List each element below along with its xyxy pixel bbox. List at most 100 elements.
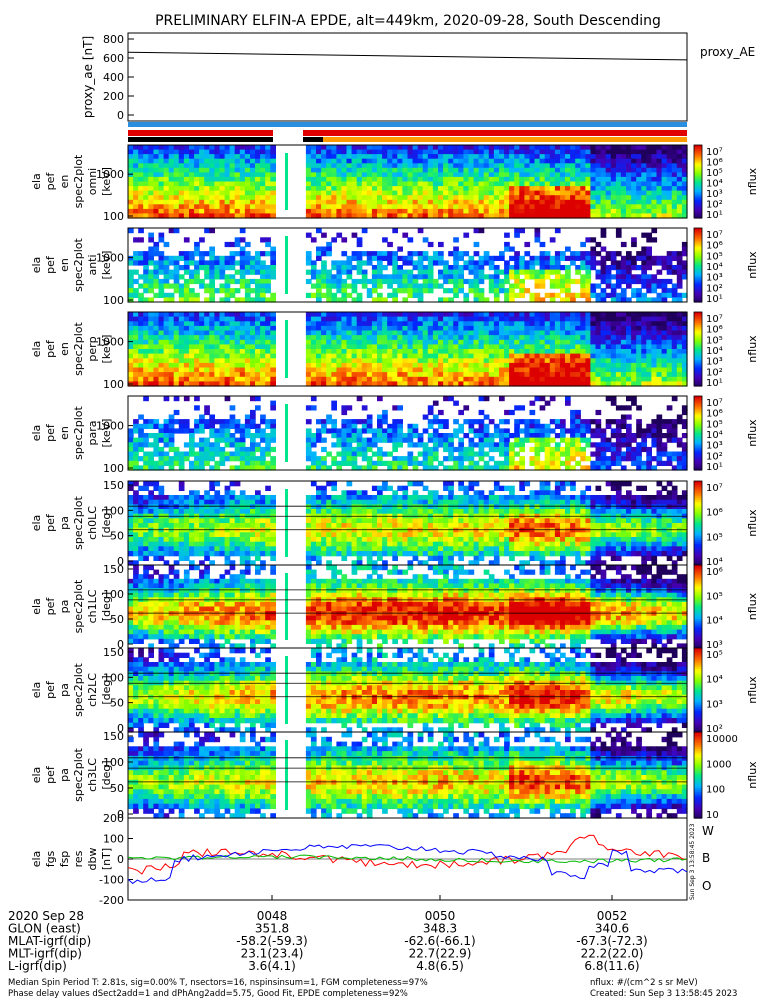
heatmap-cell bbox=[148, 163, 154, 168]
heatmap-cell bbox=[570, 368, 576, 373]
heatmap-cell bbox=[479, 154, 485, 159]
heatmap-cell bbox=[397, 317, 403, 322]
heatmap-cell bbox=[555, 354, 561, 359]
heatmap-cell bbox=[438, 274, 444, 279]
heatmap-cell bbox=[636, 172, 642, 177]
heatmap-cell bbox=[662, 349, 668, 354]
heatmap-cell bbox=[128, 368, 134, 373]
heatmap-cell bbox=[621, 331, 627, 336]
heatmap-cell bbox=[255, 191, 261, 196]
heatmap-cell bbox=[138, 172, 144, 177]
heatmap-cell bbox=[220, 461, 226, 466]
heatmap-cell bbox=[245, 340, 251, 345]
heatmap-cell bbox=[423, 312, 429, 317]
heatmap-cell bbox=[484, 154, 490, 159]
heatmap-cell bbox=[220, 326, 226, 331]
heatmap-cell bbox=[458, 358, 464, 363]
heatmap-cell bbox=[240, 424, 246, 429]
heatmap-cell bbox=[448, 279, 454, 284]
heatmap-cell bbox=[179, 163, 185, 168]
heatmap-cell bbox=[651, 317, 657, 322]
heatmap-cell bbox=[326, 340, 332, 345]
heatmap-cell bbox=[179, 274, 185, 279]
heatmap-cell bbox=[408, 163, 414, 168]
heatmap-cell bbox=[143, 344, 149, 349]
heatmap-cell bbox=[270, 177, 276, 182]
heatmap-cell bbox=[199, 163, 205, 168]
heatmap-cell bbox=[352, 358, 358, 363]
heatmap-cell bbox=[580, 354, 586, 359]
heatmap-cell bbox=[474, 331, 480, 336]
heatmap-cell bbox=[428, 321, 434, 326]
heatmap-cell bbox=[575, 200, 581, 205]
heatmap-cell bbox=[143, 368, 149, 373]
heatmap-cell bbox=[220, 452, 226, 457]
heatmap-cell bbox=[387, 256, 393, 261]
heatmap-cell bbox=[255, 159, 261, 164]
heatmap-cell bbox=[336, 163, 342, 168]
heatmap-cell bbox=[204, 326, 210, 331]
heatmap-cell bbox=[372, 204, 378, 209]
heatmap-cell bbox=[225, 377, 231, 382]
heatmap-cell bbox=[423, 452, 429, 457]
heatmap-cell bbox=[479, 163, 485, 168]
heatmap-cell bbox=[341, 159, 347, 164]
heatmap-cell bbox=[230, 195, 236, 200]
heatmap-cell bbox=[448, 251, 454, 256]
heatmap-cell bbox=[184, 344, 190, 349]
heatmap-cell bbox=[408, 372, 414, 377]
heatmap-cell bbox=[382, 331, 388, 336]
heatmap-cell bbox=[458, 279, 464, 284]
heatmap-cell bbox=[601, 182, 607, 187]
heatmap-cell bbox=[321, 265, 327, 270]
heatmap-cell bbox=[590, 335, 596, 340]
heatmap-cell bbox=[189, 447, 195, 452]
heatmap-cell bbox=[230, 186, 236, 191]
heatmap-cell bbox=[596, 372, 602, 377]
heatmap-cell bbox=[458, 177, 464, 182]
heatmap-cell bbox=[453, 428, 459, 433]
heatmap-cell bbox=[220, 163, 226, 168]
heatmap-cell bbox=[535, 182, 541, 187]
heatmap-cell bbox=[397, 163, 403, 168]
heatmap-cell bbox=[230, 415, 236, 420]
heatmap-cell bbox=[255, 186, 261, 191]
heatmap-cell bbox=[565, 288, 571, 293]
heatmap-cell bbox=[438, 340, 444, 345]
heatmap-cell bbox=[174, 312, 180, 317]
heatmap-cell bbox=[245, 447, 251, 452]
heatmap-cell bbox=[220, 363, 226, 368]
heatmap-cell bbox=[245, 433, 251, 438]
heatmap-cell bbox=[270, 405, 276, 410]
heatmap-cell bbox=[159, 456, 165, 461]
colorbar-tick-label: 10² bbox=[706, 367, 723, 378]
heatmap-cell bbox=[174, 461, 180, 466]
heatmap-cell bbox=[311, 344, 317, 349]
heatmap-cell bbox=[311, 159, 317, 164]
heatmap-cell bbox=[352, 349, 358, 354]
heatmap-cell bbox=[230, 256, 236, 261]
heatmap-cell bbox=[540, 256, 546, 261]
heatmap-cell bbox=[499, 154, 505, 159]
heatmap-cell bbox=[479, 265, 485, 270]
heatmap-cell bbox=[474, 317, 480, 322]
heatmap-cell bbox=[580, 154, 586, 159]
heatmap-cell bbox=[189, 172, 195, 177]
heatmap-cell bbox=[677, 363, 683, 368]
heatmap-cell bbox=[550, 354, 556, 359]
heatmap-cell bbox=[606, 265, 612, 270]
heatmap-cell bbox=[159, 288, 165, 293]
heatmap-cell bbox=[402, 168, 408, 173]
heatmap-cell bbox=[397, 433, 403, 438]
heatmap-cell bbox=[133, 424, 139, 429]
heatmap-cell bbox=[321, 377, 327, 382]
heatmap-cell bbox=[174, 182, 180, 187]
heatmap-cell bbox=[601, 150, 607, 155]
heatmap-cell bbox=[641, 265, 647, 270]
heatmap-cell bbox=[509, 204, 515, 209]
heatmap-cell bbox=[367, 419, 373, 424]
heatmap-cell bbox=[169, 145, 175, 150]
heatmap-cell bbox=[443, 288, 449, 293]
heatmap-cell bbox=[209, 256, 215, 261]
heatmap-cell bbox=[540, 150, 546, 155]
